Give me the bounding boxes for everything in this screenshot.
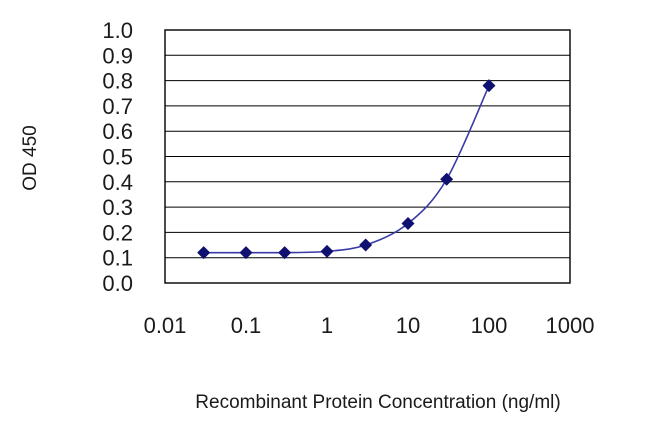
y-tick-labels: 0.00.10.20.30.40.50.60.70.80.91.0 — [102, 18, 133, 296]
x-tick-labels: 0.01 0.1 1 10 100 1000 — [144, 313, 595, 338]
data-point — [278, 246, 292, 260]
y-tick-label: 0.4 — [102, 170, 133, 195]
data-points — [197, 79, 496, 260]
plot-frame — [164, 29, 571, 284]
y-tick-label: 0.3 — [102, 195, 133, 220]
x-tick-label: 10 — [396, 313, 420, 338]
y-tick-label: 0.9 — [102, 43, 133, 68]
data-point — [359, 238, 373, 252]
x-tick-label: 100 — [471, 313, 508, 338]
y-tick-label: 0.8 — [102, 69, 133, 94]
series-line — [203, 85, 490, 254]
series-line-group — [203, 85, 490, 254]
data-point — [197, 246, 211, 260]
y-tick-label: 0.0 — [102, 271, 133, 296]
y-tick-label: 0.1 — [102, 246, 133, 271]
x-tick-label: 0.01 — [144, 313, 187, 338]
x-tick-label: 1 — [321, 313, 333, 338]
y-tick-label: 0.5 — [102, 145, 133, 170]
data-point — [239, 246, 253, 260]
data-point — [440, 172, 454, 186]
gridlines — [165, 54, 570, 259]
y-tick-label: 0.6 — [102, 119, 133, 144]
y-tick-label: 1.0 — [102, 18, 133, 43]
x-tick-label: 0.1 — [231, 313, 262, 338]
data-point — [482, 79, 496, 93]
x-axis-title: Recombinant Protein Concentration (ng/ml… — [195, 392, 560, 413]
data-point — [401, 217, 415, 231]
x-tick-label: 1000 — [546, 313, 595, 338]
data-point — [320, 244, 334, 258]
y-tick-label: 0.7 — [102, 94, 133, 119]
y-tick-label: 0.2 — [102, 220, 133, 245]
y-axis-title: OD 450 — [20, 125, 41, 190]
